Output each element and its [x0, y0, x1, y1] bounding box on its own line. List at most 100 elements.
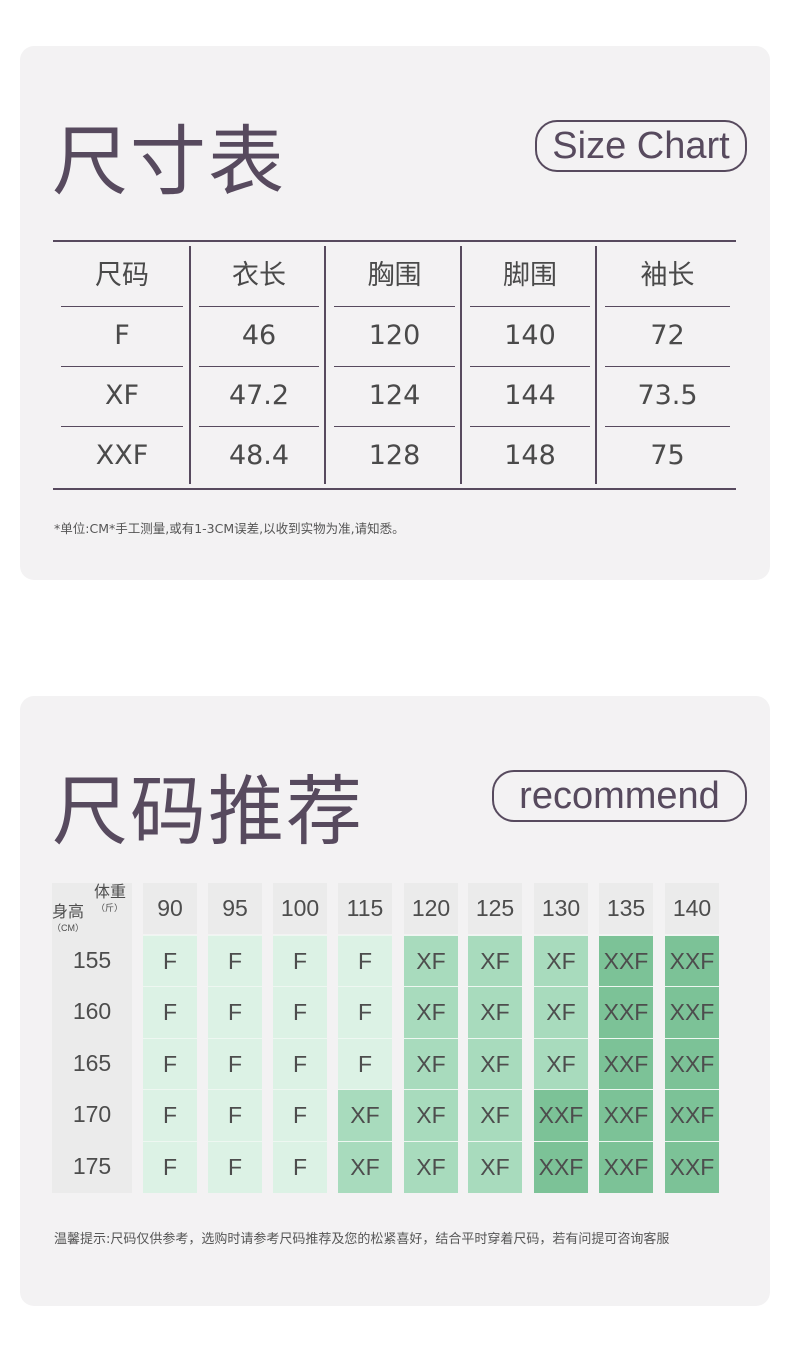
size-cell: XXF	[534, 1089, 588, 1142]
table-cell: 144	[470, 366, 590, 427]
grid-corner: 体重 （斤） 身高 （CM）	[52, 883, 132, 1193]
size-chart-card: 尺寸表 Size Chart 尺码 F XF XXF 衣长 46 47.2 48.4 胸围 120…	[20, 46, 770, 580]
size-cell: XF	[534, 934, 588, 987]
table-cell: 73.5	[605, 366, 730, 427]
size-cell: F	[208, 1141, 262, 1193]
column-header: 胸围	[334, 246, 455, 307]
size-cell: XF	[338, 1141, 392, 1193]
size-cell: F	[208, 1089, 262, 1142]
table-cell: XXF	[95, 440, 149, 471]
size-cell: F	[273, 1037, 327, 1090]
column-divider	[460, 246, 462, 484]
size-chart-note: *单位:CM*手工测量,或有1-3CM误差,以收到实物为准,请知悉。	[54, 521, 405, 536]
size-cell: F	[273, 1089, 327, 1142]
size-cell: XXF	[665, 986, 719, 1039]
column-header: 尺码	[61, 246, 183, 307]
size-cell: XXF	[599, 934, 653, 987]
size-cell: F	[273, 986, 327, 1039]
weight-header: 95	[208, 883, 262, 934]
size-cell: F	[273, 1141, 327, 1193]
size-cell: F	[208, 934, 262, 987]
weight-label: 体重	[94, 884, 127, 901]
size-cell: XXF	[599, 1089, 653, 1142]
table-cell: 140	[470, 306, 590, 367]
size-cell: F	[208, 986, 262, 1039]
table-cell: 148	[504, 440, 556, 471]
size-table-column: 脚围 140 144 148	[462, 246, 596, 484]
height-header: 170	[72, 1101, 112, 1128]
height-label: 身高	[52, 904, 85, 921]
size-cell: XXF	[599, 1037, 653, 1090]
size-cell: XF	[468, 1089, 522, 1142]
weight-header: 90	[143, 883, 197, 934]
recommend-badge: recommend	[492, 770, 747, 822]
size-cell: F	[208, 1037, 262, 1090]
size-cell: XF	[468, 986, 522, 1039]
size-cell: XF	[534, 1037, 588, 1090]
table-cell: 75	[650, 440, 685, 471]
column-header: 袖长	[605, 246, 730, 307]
size-cell: XXF	[665, 934, 719, 987]
size-table: 尺码 F XF XXF 衣长 46 47.2 48.4 胸围 120 124 128 脚围 140 144 1…	[53, 240, 736, 490]
size-cell: F	[143, 934, 197, 987]
size-cell: XF	[468, 934, 522, 987]
size-cell: XF	[404, 934, 458, 987]
table-cell: F	[61, 306, 183, 367]
table-cell: XF	[61, 366, 183, 427]
size-table-column: 胸围 120 124 128	[326, 246, 461, 484]
size-cell: XXF	[534, 1141, 588, 1193]
size-cell: XF	[338, 1089, 392, 1142]
size-cell: F	[338, 934, 392, 987]
size-cell: XF	[534, 986, 588, 1039]
column-divider	[595, 246, 597, 484]
column-header: 衣长	[199, 246, 319, 307]
table-cell: 72	[605, 306, 730, 367]
height-header: 160	[72, 998, 112, 1025]
table-cell: 48.4	[228, 440, 290, 471]
size-cell: XXF	[599, 1141, 653, 1193]
weight-header: 135	[599, 883, 653, 934]
height-header: 165	[72, 1049, 112, 1076]
size-cell: XXF	[665, 1141, 719, 1193]
size-cell: XF	[468, 1141, 522, 1193]
size-chart-title: 尺寸表	[52, 117, 286, 206]
size-cell: XF	[404, 1141, 458, 1193]
size-cell: F	[338, 986, 392, 1039]
column-header: 脚围	[470, 246, 590, 307]
column-divider	[324, 246, 326, 484]
weight-header: 120	[404, 883, 458, 934]
size-cell: F	[273, 934, 327, 987]
weight-header: 140	[665, 883, 719, 934]
size-recommend-card: 尺码推荐 recommend 体重 （斤） 身高 （CM） 90 95 100 115 120 1…	[20, 696, 770, 1306]
size-cell: XF	[404, 1089, 458, 1142]
size-table-column: 袖长 72 73.5 75	[597, 246, 736, 484]
table-cell: 124	[334, 366, 455, 427]
table-cell: 120	[334, 306, 455, 367]
size-cell: F	[143, 1089, 197, 1142]
table-cell: 46	[199, 306, 319, 367]
size-table-column: 衣长 46 47.2 48.4	[191, 246, 325, 484]
size-cell: XF	[404, 986, 458, 1039]
column-divider	[189, 246, 191, 484]
table-cell: 128	[368, 440, 421, 471]
size-chart-badge: Size Chart	[535, 120, 747, 172]
recommend-title: 尺码推荐	[52, 767, 364, 856]
weight-header: 130	[534, 883, 588, 934]
height-header: 175	[72, 1153, 112, 1179]
size-cell: XF	[468, 1037, 522, 1090]
weight-header: 125	[468, 883, 522, 934]
size-cell: F	[143, 1037, 197, 1090]
weight-header: 115	[338, 883, 392, 934]
size-table-column: 尺码 F XF XXF	[53, 246, 189, 484]
height-header: 155	[72, 946, 112, 973]
weight-unit: （斤）	[96, 903, 124, 913]
size-cell: XXF	[665, 1089, 719, 1142]
recommend-note: 温馨提示:尺码仅供参考，选购时请参考尺码推荐及您的松紧喜好，结合平时穿着尺码，若…	[54, 1232, 670, 1247]
size-cell: XF	[404, 1037, 458, 1090]
table-cell: 47.2	[199, 366, 319, 427]
size-cell: XXF	[665, 1037, 719, 1090]
size-cell: F	[338, 1037, 392, 1090]
height-unit: （CM）	[52, 923, 84, 933]
size-cell: F	[143, 986, 197, 1039]
size-cell: XXF	[599, 986, 653, 1039]
